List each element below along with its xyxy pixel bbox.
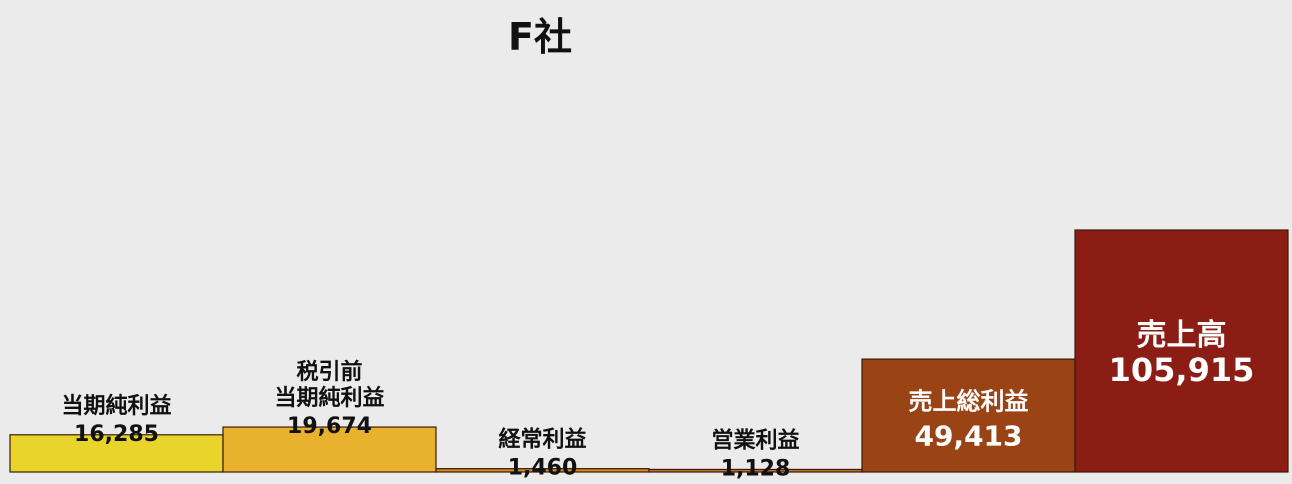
value-label-0: 16,285 [74, 422, 159, 447]
bar-4 [861, 358, 1076, 473]
value-label-1: 19,674 [287, 414, 372, 439]
chart-title: F社 [508, 15, 572, 59]
category-label-2-0: 経常利益 [498, 427, 586, 453]
category-label-1-1: 当期純利益 [274, 385, 384, 411]
value-label-5: 105,915 [1109, 351, 1255, 389]
value-label-3: 1,128 [721, 456, 791, 481]
category-label-3-0: 営業利益 [711, 427, 799, 453]
category-label-5-0: 売上高 [1137, 318, 1227, 353]
bar-0 [9, 434, 224, 473]
category-label-1-0: 税引前 [296, 359, 362, 385]
value-label-4: 49,413 [914, 420, 1022, 453]
category-label-4-0: 売上総利益 [909, 388, 1029, 416]
category-label-0-0: 当期純利益 [61, 393, 171, 419]
bar-1 [222, 426, 437, 473]
value-label-2: 1,460 [508, 456, 578, 481]
bar-5 [1074, 229, 1289, 473]
